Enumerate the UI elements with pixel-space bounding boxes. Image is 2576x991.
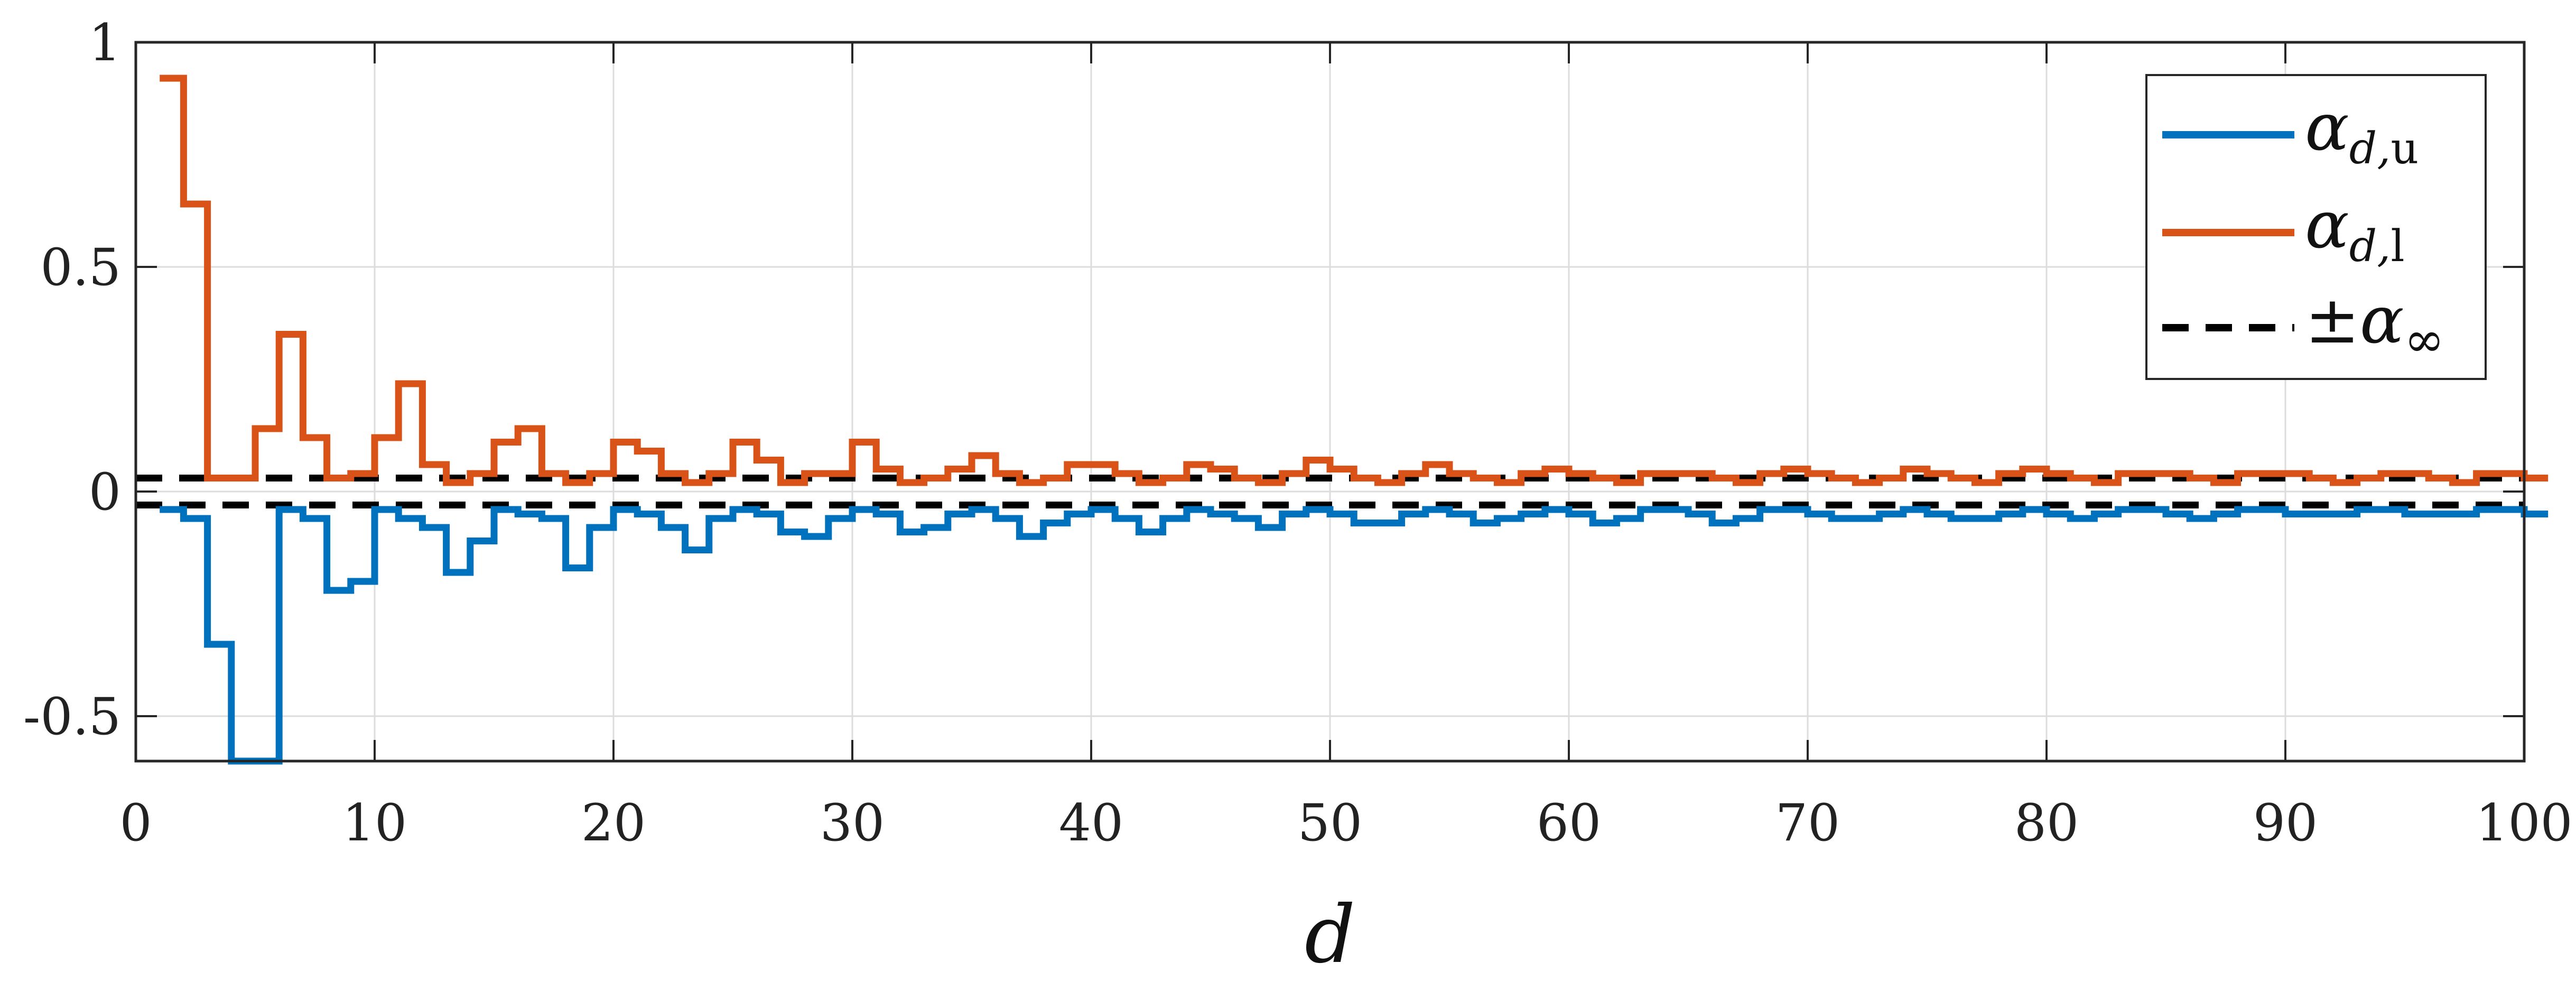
y-tick-labels: -0.5 0 0.5 1 <box>23 13 121 746</box>
x-tick-label: 30 <box>820 793 885 853</box>
x-tick-label: 100 <box>2476 793 2572 853</box>
x-tick-label: 20 <box>581 793 646 853</box>
legend-l-symbol: α <box>2305 187 2349 263</box>
x-axis-label: d <box>1305 889 1355 981</box>
series-line-l <box>160 75 2549 486</box>
x-tick-label: 60 <box>1537 793 1601 853</box>
x-tick-label: 40 <box>1059 793 1123 853</box>
series-group <box>160 75 2549 765</box>
legend-u-sub: d, <box>2349 124 2391 174</box>
legend-u-sub2: u <box>2391 124 2419 174</box>
legend-inf-pm: ± <box>2305 282 2360 358</box>
x-tick-label: 70 <box>1775 793 1840 853</box>
y-tick-label: 1 <box>89 13 121 72</box>
legend-box <box>2145 74 2487 380</box>
x-tick-label: 10 <box>342 793 407 853</box>
x-tick-label: 80 <box>2014 793 2079 853</box>
legend-inf-sub: ∞ <box>2404 311 2445 368</box>
x-tick-label: 90 <box>2253 793 2318 853</box>
legend-entry-u: αd,u <box>2305 89 2419 174</box>
legend-inf-symbol: α <box>2360 282 2404 358</box>
x-tick-labels: 0 10 20 30 40 50 60 70 80 90 100 <box>119 793 2572 853</box>
x-tick-label: 0 <box>119 793 152 853</box>
series-line-u <box>160 506 2549 765</box>
legend-entry-l: αd,l <box>2305 187 2405 272</box>
x-tick-label: 50 <box>1298 793 1362 853</box>
legend: αd,u αd,l ±α∞ <box>2145 74 2487 380</box>
y-tick-label: 0.5 <box>40 238 121 297</box>
reference-lines <box>136 475 2524 508</box>
ticks <box>135 41 2525 761</box>
legend-u-symbol: α <box>2305 89 2349 165</box>
legend-entry-inf: ±α∞ <box>2305 282 2444 368</box>
y-tick-label: -0.5 <box>23 687 121 746</box>
legend-l-sub2: l <box>2391 221 2404 272</box>
legend-l-sub: d, <box>2349 221 2391 272</box>
y-tick-label: 0 <box>89 462 121 522</box>
